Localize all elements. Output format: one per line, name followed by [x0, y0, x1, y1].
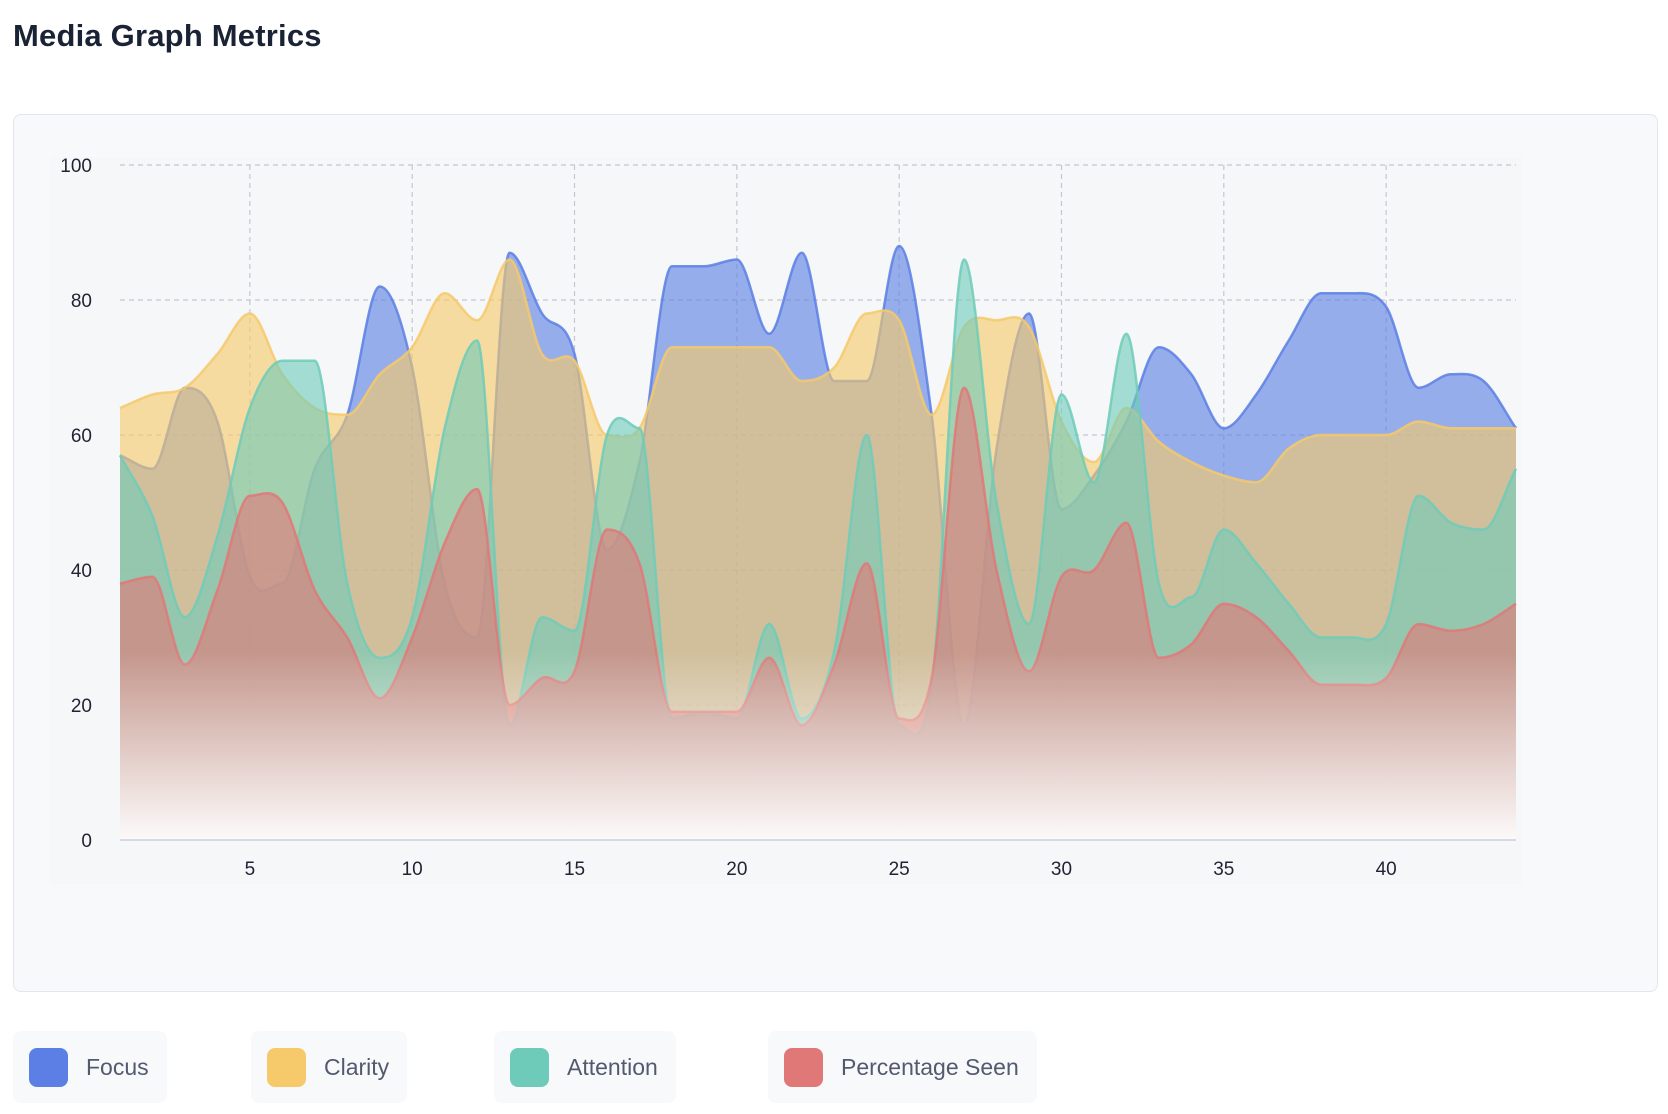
y-tick-label: 0	[81, 831, 92, 852]
legend-item-focus[interactable]: Focus	[13, 1031, 167, 1103]
legend-label-percentage-seen: Percentage Seen	[841, 1053, 1019, 1080]
legend: Focus Clarity Attention Percentage Seen	[13, 1031, 1656, 1103]
legend-swatch-clarity	[267, 1047, 306, 1087]
legend-swatch-percentage-seen	[784, 1047, 823, 1087]
x-tick-label: 5	[245, 859, 256, 880]
legend-swatch-attention	[510, 1047, 549, 1087]
y-tick-label: 100	[60, 156, 92, 177]
x-tick-label: 20	[726, 859, 747, 880]
legend-item-percentage-seen[interactable]: Percentage Seen	[768, 1031, 1037, 1103]
y-tick-label: 40	[71, 561, 92, 582]
area-chart: 0 20 40 60 80 100 5 10 15 20 25 30 35 40	[50, 156, 1522, 884]
legend-label-attention: Attention	[567, 1053, 658, 1080]
legend-swatch-focus	[29, 1047, 68, 1087]
legend-item-clarity[interactable]: Clarity	[251, 1031, 408, 1103]
page-title: Media Graph Metrics	[13, 18, 322, 53]
y-tick-label: 20	[71, 696, 92, 717]
y-tick-label: 60	[71, 426, 92, 447]
axes: 0 20 40 60 80 100 5 10 15 20 25 30 35 40	[60, 156, 1516, 880]
x-tick-label: 35	[1213, 859, 1234, 880]
x-tick-label: 10	[402, 859, 423, 880]
x-tick-label: 15	[564, 859, 585, 880]
y-tick-label: 80	[71, 291, 92, 312]
x-tick-label: 40	[1376, 859, 1397, 880]
legend-item-attention[interactable]: Attention	[494, 1031, 676, 1103]
legend-label-focus: Focus	[86, 1053, 149, 1080]
bottom-fade	[120, 165, 1516, 840]
x-tick-label: 30	[1051, 859, 1072, 880]
legend-label-clarity: Clarity	[324, 1053, 390, 1080]
chart-card: 0 20 40 60 80 100 5 10 15 20 25 30 35 40	[13, 114, 1658, 992]
x-tick-label: 25	[889, 859, 910, 880]
